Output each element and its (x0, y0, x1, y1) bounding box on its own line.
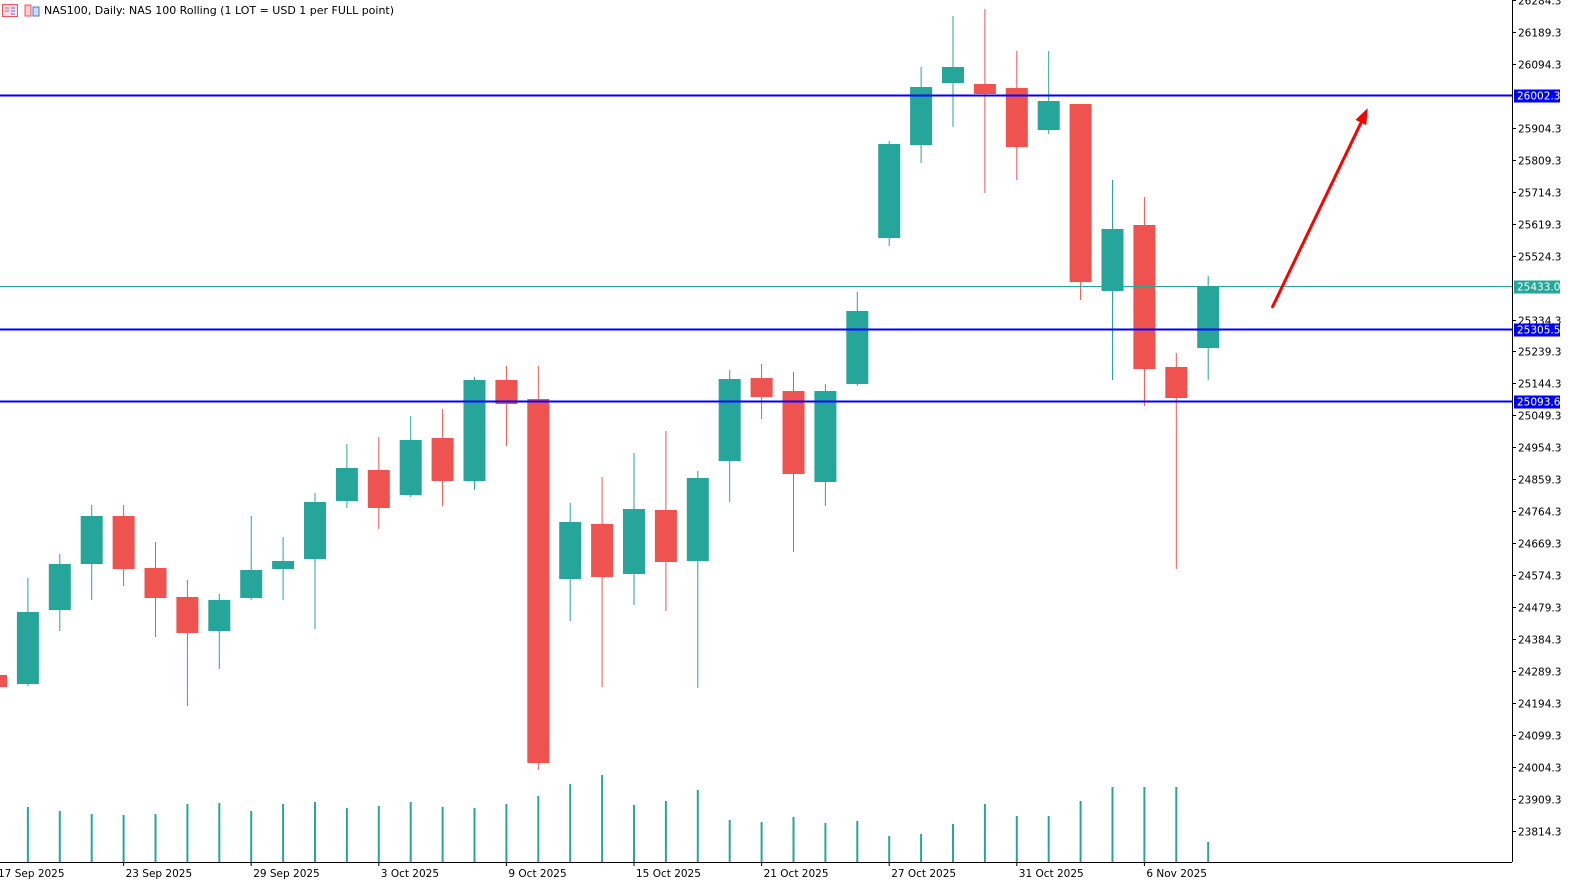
chart-title: NAS100, Daily: NAS 100 Rolling (1 LOT = … (44, 3, 395, 17)
bear-candle (1069, 104, 1092, 283)
price-tick-label: 23814.3 (1518, 827, 1561, 839)
price-tick-label: 24004.3 (1518, 763, 1561, 775)
bear-candle (750, 378, 773, 398)
level-price-tag (1514, 89, 1560, 103)
price-tick-label: 25809.3 (1518, 156, 1561, 168)
time-tick-label: 27 Oct 2025 (891, 868, 956, 880)
bear-candle (973, 83, 996, 95)
level-price-tag (1514, 395, 1560, 409)
time-tick-label: 29 Sep 2025 (253, 868, 320, 880)
price-tick-label: 24764.3 (1518, 507, 1561, 519)
bull-candle (1037, 101, 1060, 131)
bear-candle (0, 675, 7, 688)
bull-candle (304, 501, 326, 559)
bear-candle (176, 597, 199, 633)
time-tick-label: 23 Sep 2025 (126, 868, 193, 880)
time-tick-label: 3 Oct 2025 (381, 868, 439, 880)
bear-candle (495, 380, 518, 405)
bear-candle (431, 438, 454, 481)
price-tick-label: 24289.3 (1518, 667, 1561, 679)
price-tick-label: 24669.3 (1518, 539, 1561, 551)
price-tick-label: 26189.3 (1518, 28, 1561, 40)
level-price-label: 25305.5 (1517, 325, 1560, 337)
bull-candle (463, 380, 486, 481)
bull-candle (718, 379, 741, 462)
time-tick-label: 17 Sep 2025 (0, 868, 65, 880)
bull-candle (942, 67, 964, 84)
price-tick-label: 24954.3 (1518, 443, 1561, 455)
price-tick-label: 26284.3 (1518, 0, 1561, 8)
bear-candle (1005, 87, 1028, 147)
price-tick-label: 25049.3 (1518, 411, 1561, 423)
symbol-properties-icon[interactable] (24, 4, 40, 17)
bull-candle (272, 560, 295, 570)
bull-candle (910, 87, 933, 146)
bear-candle (1165, 367, 1188, 399)
price-tick-label: 25904.3 (1518, 124, 1561, 136)
bear-candle (144, 568, 167, 599)
bear-candle (527, 399, 550, 764)
time-tick-label: 15 Oct 2025 (636, 868, 701, 880)
chart-title-bar: NAS100, Daily: NAS 100 Rolling (1 LOT = … (0, 2, 394, 18)
bear-candle (591, 523, 614, 577)
time-tick-label: 31 Oct 2025 (1019, 868, 1084, 880)
time-tick-label: 9 Oct 2025 (508, 868, 566, 880)
bear-candle (112, 516, 135, 570)
bull-candle (240, 569, 263, 599)
bull-candle (878, 143, 901, 239)
price-tick-label: 26094.3 (1518, 60, 1561, 72)
bid-price-tag (1514, 280, 1560, 294)
time-tick-label: 21 Oct 2025 (764, 868, 829, 880)
bull-candle (623, 509, 645, 574)
bull-candle (846, 310, 869, 385)
price-tick-label: 25239.3 (1518, 347, 1561, 359)
price-tick-label: 25524.3 (1518, 252, 1561, 264)
bull-candle (208, 600, 231, 632)
trend-arrow-shaft[interactable] (1270, 114, 1367, 309)
arrow-head-icon (1355, 108, 1368, 126)
price-tick-label: 24574.3 (1518, 571, 1561, 583)
price-tick-label: 25619.3 (1518, 220, 1561, 232)
bull-candle (686, 478, 709, 561)
bear-candle (782, 391, 805, 474)
price-tick-label: 25144.3 (1518, 379, 1561, 391)
price-tick-label: 24859.3 (1518, 475, 1561, 487)
price-tick-label: 25714.3 (1518, 188, 1561, 200)
bull-candle (1197, 286, 1220, 348)
bull-candle (80, 516, 103, 565)
price-tick-label: 24479.3 (1518, 603, 1561, 615)
bear-candle (367, 469, 390, 509)
bull-candle (814, 391, 837, 483)
price-tick-label: 24194.3 (1518, 699, 1561, 711)
bull-candle (399, 439, 422, 496)
bear-candle (654, 509, 677, 562)
time-tick-label: 6 Nov 2025 (1146, 868, 1207, 880)
price-tick-label: 23909.3 (1518, 795, 1561, 807)
level-price-label: 25093.6 (1517, 397, 1561, 409)
bull-candle (335, 468, 358, 502)
chart-window-icon[interactable] (2, 3, 18, 17)
bid-price-label: 25433.0 (1517, 282, 1560, 294)
bear-candle (1133, 224, 1156, 370)
price-tick-label: 24099.3 (1518, 731, 1561, 743)
price-tick-label: 24384.3 (1518, 635, 1561, 647)
bull-candle (16, 612, 39, 685)
level-price-label: 26002.3 (1517, 91, 1560, 103)
level-price-tag (1514, 323, 1560, 337)
bull-candle (48, 564, 71, 611)
bull-candle (1101, 228, 1124, 291)
bull-candle (559, 521, 582, 580)
